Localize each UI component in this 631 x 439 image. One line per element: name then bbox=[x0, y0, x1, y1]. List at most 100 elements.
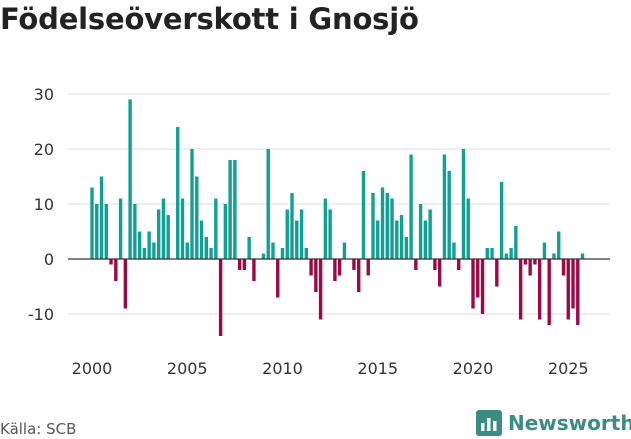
bar bbox=[128, 99, 132, 259]
bar bbox=[352, 259, 356, 270]
bar bbox=[261, 253, 266, 259]
bar bbox=[328, 209, 332, 259]
bar bbox=[452, 242, 456, 259]
bar bbox=[285, 209, 289, 259]
bar bbox=[457, 259, 461, 270]
y-axis-ticks: -10 0 10 20 30 bbox=[28, 85, 54, 324]
bar bbox=[99, 176, 104, 259]
x-tick-label: 2015 bbox=[357, 359, 398, 378]
bar bbox=[418, 204, 423, 259]
bar bbox=[133, 204, 137, 259]
bar bbox=[433, 259, 437, 270]
bar bbox=[466, 198, 470, 259]
bar bbox=[218, 259, 223, 336]
y-tick-label: 30 bbox=[34, 85, 54, 104]
bar bbox=[552, 253, 556, 259]
bar bbox=[442, 154, 447, 259]
bar bbox=[423, 220, 428, 259]
bar bbox=[185, 242, 189, 259]
bar bbox=[499, 182, 504, 259]
bar bbox=[547, 259, 551, 325]
bar bbox=[176, 127, 180, 259]
bar bbox=[228, 160, 232, 259]
bar bbox=[371, 193, 375, 259]
bar bbox=[123, 259, 128, 309]
bar bbox=[214, 198, 218, 259]
bar bbox=[199, 220, 204, 259]
grid-lines bbox=[68, 93, 610, 315]
bar bbox=[323, 198, 328, 259]
bar bbox=[361, 171, 366, 259]
bar bbox=[180, 198, 185, 259]
bar bbox=[242, 259, 247, 270]
bar bbox=[528, 259, 532, 276]
bar bbox=[557, 231, 561, 259]
bar bbox=[504, 253, 509, 259]
bar bbox=[209, 248, 213, 259]
bar bbox=[152, 242, 156, 259]
bar bbox=[190, 149, 194, 259]
y-tick-label: -10 bbox=[28, 305, 54, 324]
bar bbox=[561, 259, 566, 276]
bar bbox=[137, 231, 142, 259]
bar bbox=[166, 215, 170, 259]
bar bbox=[571, 259, 575, 309]
bar bbox=[276, 259, 280, 298]
bar bbox=[376, 220, 380, 259]
bar bbox=[342, 242, 347, 259]
bar bbox=[385, 193, 389, 259]
bar bbox=[537, 259, 542, 320]
bar bbox=[223, 204, 228, 259]
bar bbox=[542, 242, 547, 259]
y-tick-label: 10 bbox=[34, 195, 54, 214]
bar bbox=[271, 242, 275, 259]
bar bbox=[252, 259, 256, 281]
x-tick-label: 2025 bbox=[548, 359, 589, 378]
bar bbox=[399, 215, 404, 259]
bar bbox=[247, 237, 251, 259]
bar bbox=[566, 259, 570, 320]
bar bbox=[461, 149, 466, 259]
bar bbox=[314, 259, 318, 292]
x-tick-label: 2010 bbox=[262, 359, 303, 378]
bar bbox=[471, 259, 475, 309]
bar bbox=[523, 259, 528, 265]
bar bbox=[437, 259, 442, 287]
bar bbox=[142, 248, 147, 259]
bar bbox=[333, 259, 337, 281]
bar bbox=[533, 259, 537, 265]
x-tick-label: 2020 bbox=[453, 359, 494, 378]
bar bbox=[295, 220, 299, 259]
x-tick-label: 2005 bbox=[167, 359, 208, 378]
bar bbox=[204, 237, 208, 259]
bar bbox=[118, 198, 123, 259]
bar bbox=[576, 259, 580, 325]
bar bbox=[104, 204, 108, 259]
bar bbox=[114, 259, 118, 281]
bar bbox=[156, 209, 161, 259]
bars bbox=[90, 99, 585, 336]
bar bbox=[480, 259, 485, 314]
bar bbox=[233, 160, 237, 259]
x-tick-label: 2000 bbox=[72, 359, 113, 378]
bar bbox=[237, 259, 242, 270]
bar bbox=[290, 193, 294, 259]
bar bbox=[299, 209, 304, 259]
bar bbox=[409, 154, 413, 259]
bar bbox=[161, 198, 166, 259]
bar bbox=[404, 237, 409, 259]
bar-chart-logo-icon bbox=[476, 410, 502, 436]
y-tick-label: 0 bbox=[44, 250, 54, 269]
bar bbox=[514, 226, 518, 259]
bar bbox=[109, 259, 113, 265]
brand-logo: Newsworthy bbox=[476, 408, 631, 438]
bar bbox=[318, 259, 323, 320]
bar bbox=[309, 259, 313, 276]
bar bbox=[337, 259, 342, 276]
bar bbox=[357, 259, 361, 292]
bar bbox=[380, 187, 385, 259]
bar bbox=[509, 248, 513, 259]
bar bbox=[580, 253, 585, 259]
bar bbox=[147, 231, 151, 259]
